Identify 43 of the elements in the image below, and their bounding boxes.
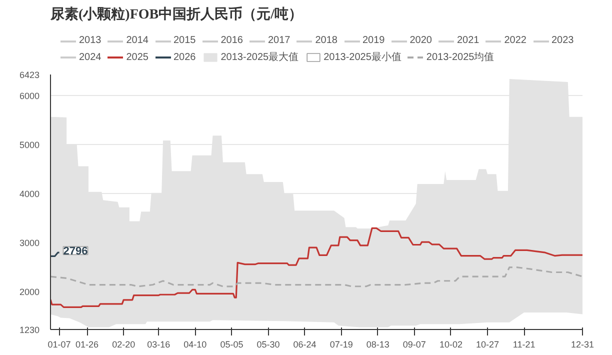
legend-label: 2019 — [362, 35, 385, 46]
chart-title: 尿素(小颗粒)FOB中国折人民币（元/吨） — [50, 6, 302, 22]
y-tick-label: 4000 — [19, 188, 40, 199]
legend-label: 2025 — [126, 52, 148, 62]
annotation: 2796 — [63, 246, 88, 258]
line-series — [50, 227, 582, 308]
x-tick-label: 10-27 — [476, 340, 500, 350]
y-tick-label: 5000 — [19, 140, 40, 150]
x-tick-label: 12-31 — [570, 340, 594, 350]
line-series — [50, 266, 582, 288]
y-tick-label: 6423 — [19, 70, 40, 80]
legend-label: 2026 — [174, 52, 196, 62]
x-tick-label: 01-26 — [76, 340, 99, 350]
x-tick-label: 03-16 — [147, 340, 170, 350]
x-tick-label: 10-02 — [439, 340, 462, 350]
x-tick-label: 05-30 — [256, 340, 280, 350]
y-tick-label: 2000 — [19, 287, 40, 298]
x-tick-label: 09-07 — [402, 340, 426, 350]
x-tick-label: 05-05 — [220, 340, 244, 350]
y-tick-label: 6000 — [19, 90, 40, 101]
legend-label: 2013-2025最大值 — [220, 50, 299, 64]
legend-label: 2022 — [504, 35, 526, 46]
legend-label: 2014 — [126, 35, 148, 46]
legend-label: 2021 — [457, 35, 480, 46]
legend-label: 2015 — [174, 35, 196, 46]
x-tick-label: 01-07 — [48, 340, 71, 350]
legend-label: 2016 — [220, 35, 243, 46]
x-tick-label: 04-10 — [184, 340, 207, 350]
x-tick-label: 07-19 — [330, 340, 353, 350]
legend-label: 2024 — [79, 52, 102, 62]
legend-label: 2017 — [268, 35, 290, 46]
x-tick-label: 06-24 — [293, 340, 316, 350]
y-tick-label: 3000 — [19, 238, 40, 248]
legend-label: 2013-2025最小值 — [324, 50, 402, 64]
legend-label: 2023 — [552, 35, 574, 46]
x-tick-label: 02-20 — [112, 340, 136, 350]
legend-label: 2013-2025均值 — [426, 51, 494, 64]
legend-label: 2020 — [410, 35, 432, 46]
legend-label: 2018 — [315, 35, 338, 46]
legend-label: 2013 — [79, 35, 102, 46]
x-tick-label: 08-13 — [366, 340, 390, 350]
x-tick-label: 11-21 — [512, 340, 536, 350]
y-tick-label: 1230 — [19, 325, 40, 335]
